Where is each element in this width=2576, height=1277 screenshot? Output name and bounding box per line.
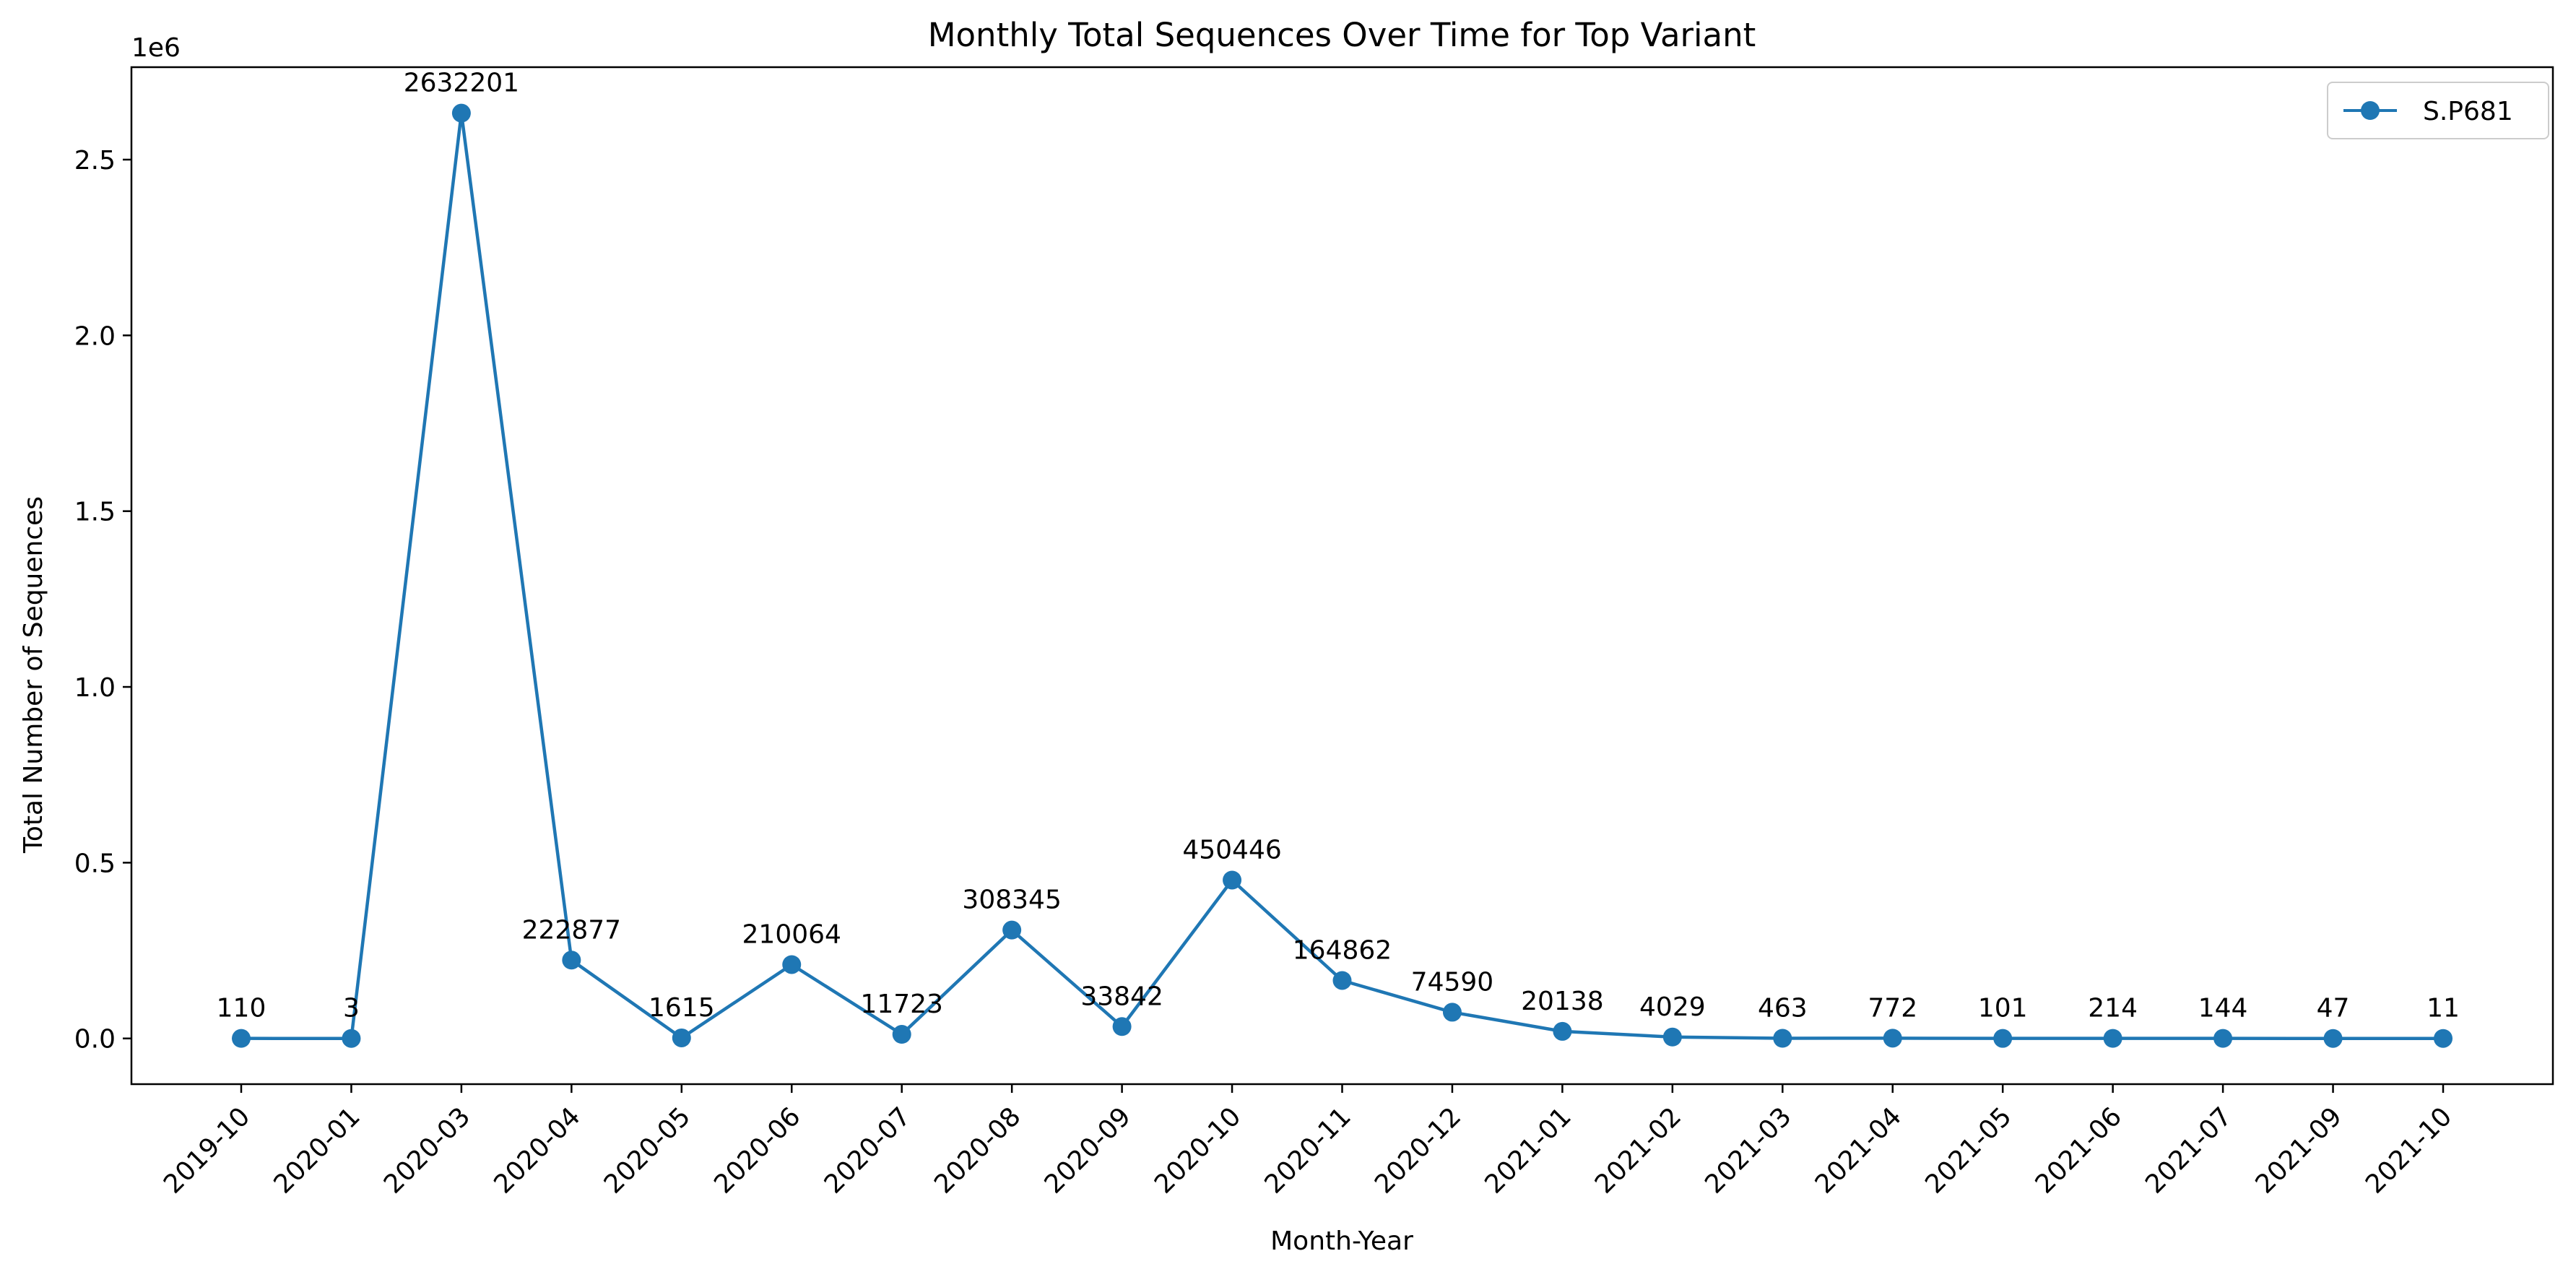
data-label: 214 — [2088, 994, 2138, 1023]
data-point — [342, 1029, 361, 1048]
data-label: 450446 — [1182, 836, 1281, 865]
data-label: 47 — [2317, 994, 2350, 1023]
y-tick-label: 2.0 — [74, 321, 116, 351]
data-point — [232, 1029, 251, 1048]
data-point — [1662, 1027, 1682, 1047]
y-axis-label: Total Number of Sequences — [19, 496, 48, 854]
data-point — [1332, 971, 1352, 990]
y-tick-label: 1.5 — [74, 498, 116, 527]
data-label: 33842 — [1080, 982, 1163, 1011]
data-label: 110 — [217, 994, 266, 1023]
data-point — [2103, 1029, 2122, 1048]
y-tick-label: 0.0 — [74, 1025, 116, 1055]
data-label: 210064 — [742, 919, 841, 949]
legend: S.P681 — [2327, 82, 2549, 139]
data-label: 164862 — [1293, 935, 1392, 965]
legend-frame — [2327, 82, 2549, 139]
data-point — [2213, 1029, 2233, 1048]
y-axis-ticks: 0.0 0.5 1.0 1.5 2.0 2.5 — [74, 146, 131, 1055]
data-point — [2434, 1029, 2453, 1048]
y-tick-label: 0.5 — [74, 849, 116, 878]
data-point — [2323, 1029, 2343, 1048]
y-tick-label: 1.0 — [74, 673, 116, 703]
data-point — [892, 1025, 911, 1044]
legend-entry-label: S.P681 — [2423, 97, 2513, 126]
data-point — [562, 951, 581, 970]
data-label: 20138 — [1521, 987, 1604, 1016]
data-label: 308345 — [962, 886, 1061, 915]
data-point — [782, 955, 802, 974]
data-point — [1442, 1003, 1462, 1022]
y-tick-label: 2.5 — [74, 146, 116, 176]
data-label: 11723 — [860, 990, 943, 1019]
data-point — [1773, 1029, 1792, 1048]
data-point — [672, 1028, 691, 1047]
data-point — [1002, 920, 1022, 940]
data-label: 463 — [1758, 994, 1808, 1023]
data-point — [1993, 1029, 2013, 1048]
legend-marker — [2361, 101, 2380, 120]
data-point — [1112, 1017, 1132, 1036]
data-point — [451, 103, 471, 123]
data-label: 2632201 — [404, 69, 519, 98]
x-axis-label: Month-Year — [1270, 1226, 1413, 1256]
data-label: 222877 — [522, 915, 621, 945]
data-label: 11 — [2427, 994, 2460, 1023]
y-axis-offset-label: 1e6 — [131, 33, 181, 63]
data-label: 3 — [343, 994, 360, 1023]
chart-title: Monthly Total Sequences Over Time for To… — [928, 16, 1756, 54]
data-point — [1223, 870, 1242, 890]
data-label: 1615 — [649, 993, 715, 1023]
data-point — [1883, 1029, 1902, 1048]
data-label: 74590 — [1411, 967, 1494, 997]
data-label: 101 — [1978, 994, 2028, 1023]
data-label: 772 — [1868, 993, 1917, 1023]
data-point — [1553, 1021, 1572, 1041]
data-labels: 110 3 2632201 222877 1615 210064 11723 308345 33… — [217, 69, 2460, 1023]
data-label: 144 — [2198, 994, 2248, 1023]
data-label: 4029 — [1639, 992, 1706, 1022]
series-layer — [232, 103, 2453, 1048]
